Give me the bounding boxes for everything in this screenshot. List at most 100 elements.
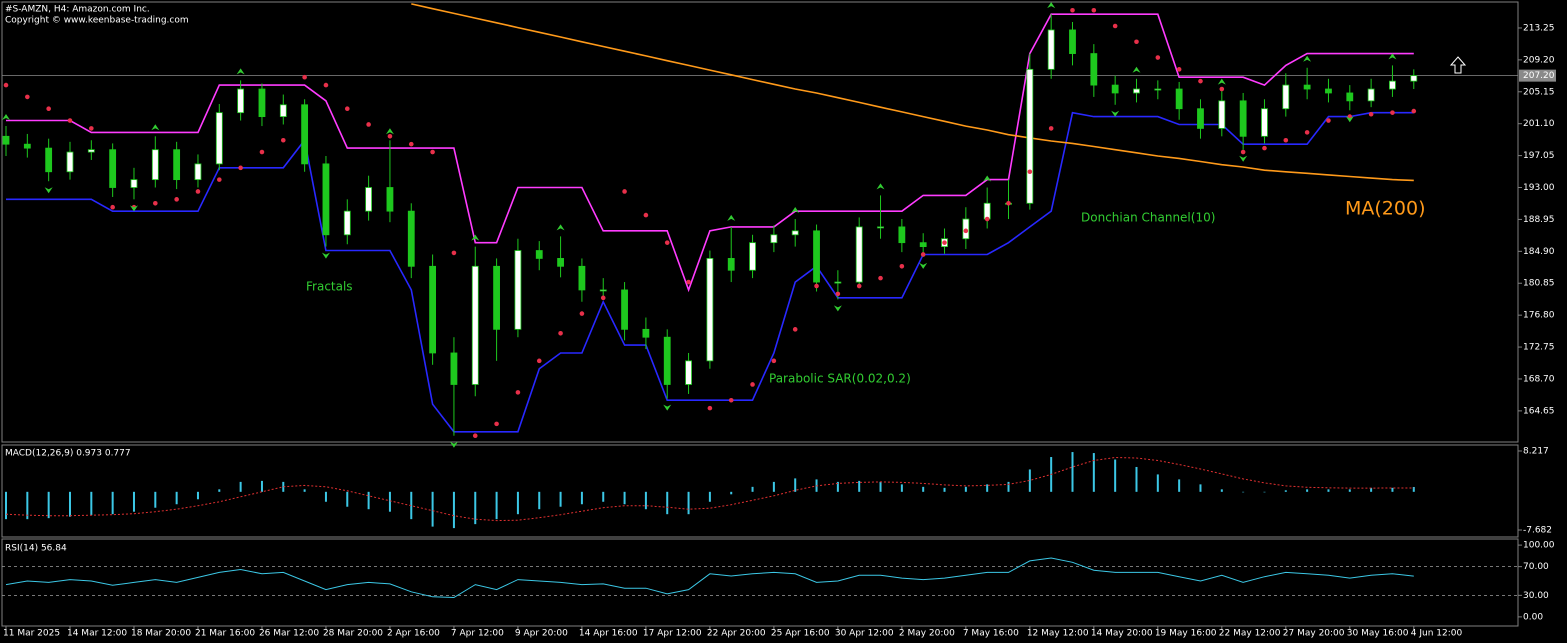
candle-body — [1047, 29, 1055, 70]
x-tick-label: 22 May 12:00 — [1219, 629, 1281, 639]
y-tick-label: 188.95 — [1523, 215, 1555, 225]
fractal-down — [44, 187, 53, 194]
macd-bar — [239, 481, 242, 492]
sar-dot — [1198, 78, 1203, 84]
candle-body — [535, 250, 543, 259]
candle-body — [685, 360, 692, 385]
price-panel — [1, 1, 1519, 443]
fractal-down — [449, 441, 458, 448]
fractal-up — [1388, 53, 1397, 60]
sar-dot — [771, 358, 777, 364]
x-tick-label: 22 Apr 20:00 — [707, 629, 766, 639]
x-tick-label: 21 Mar 16:00 — [195, 629, 255, 639]
y-tick-label: 164.65 — [1523, 406, 1555, 416]
y-tick-label: 213.25 — [1523, 23, 1555, 33]
x-tick-label: 4 Jun 12:00 — [1411, 629, 1463, 639]
candle-body — [1346, 92, 1354, 102]
y-tick-label: 30.00 — [1523, 591, 1549, 601]
macd-bar — [367, 491, 370, 510]
x-tick-label: 7 May 16:00 — [963, 629, 1019, 639]
x-tick-label: 11 Mar 2025 — [3, 629, 60, 639]
x-tick-label: 2 May 20:00 — [899, 629, 955, 639]
fractal-up — [236, 68, 245, 75]
y-tick-label: 201.10 — [1523, 119, 1555, 129]
candle-body — [1154, 88, 1162, 91]
fractal-down — [1239, 155, 1248, 162]
candle-body — [2, 135, 10, 145]
sar-dot — [942, 240, 947, 245]
candle-body — [429, 265, 437, 354]
fractal-down — [1345, 116, 1354, 123]
fractal-up — [1217, 78, 1226, 85]
candle-body — [749, 242, 756, 271]
candle-body — [791, 230, 799, 236]
sar-dot — [1091, 7, 1097, 13]
candle-body — [1325, 88, 1332, 94]
sar-dot — [1070, 7, 1075, 13]
sar-dot — [451, 250, 457, 256]
sar-dot — [728, 397, 734, 403]
macd-bar — [5, 491, 7, 520]
y-tick-label: 100.00 — [1523, 541, 1555, 551]
sar-dot — [174, 197, 179, 202]
x-tick-label: 30 May 16:00 — [1347, 629, 1409, 639]
candle-body — [1239, 100, 1247, 137]
macd-bar — [943, 487, 946, 492]
macd-bar — [346, 491, 349, 507]
macd-bar — [964, 486, 967, 492]
candle-body — [237, 88, 245, 114]
candle-body — [898, 226, 906, 244]
sar-dot — [408, 141, 414, 147]
candle-body — [621, 289, 628, 330]
candle-body — [1090, 53, 1098, 86]
sar-dot — [1283, 137, 1289, 143]
x-tick-label: 12 May 12:00 — [1027, 629, 1089, 639]
sar-dot — [1219, 86, 1225, 92]
macd-bar — [388, 491, 391, 512]
sar-dot — [878, 275, 883, 281]
macd-bar — [47, 491, 50, 519]
candle-body — [919, 242, 927, 248]
candle-body — [386, 187, 394, 212]
current-price-label: 207.20 — [1523, 71, 1555, 81]
macd-bar — [495, 491, 498, 520]
macd-bar — [538, 491, 541, 510]
macd-bar — [986, 484, 989, 492]
fractal-up — [876, 183, 885, 190]
macd-bar — [794, 478, 797, 492]
sar-dot — [430, 149, 435, 155]
y-tick-label: 209.20 — [1523, 55, 1555, 65]
chart-subtitle: Copyright © www.keenbase-trading.com — [5, 16, 189, 26]
sar-dot — [1006, 200, 1011, 206]
x-tick-label: 27 May 20:00 — [1283, 629, 1345, 639]
sar-dot — [814, 283, 819, 289]
sar-dot — [1411, 108, 1417, 114]
candle-body — [87, 149, 95, 153]
candle-body — [151, 149, 159, 181]
sar-dot — [494, 421, 499, 427]
macd-bar — [559, 491, 562, 507]
sar-dot — [217, 177, 222, 182]
macd-bar — [1327, 489, 1330, 492]
sar-dot — [472, 433, 478, 438]
fractal-up — [471, 234, 480, 241]
candle-body — [194, 163, 202, 181]
candle-body — [322, 163, 330, 236]
x-tick-label: 17 Apr 12:00 — [643, 629, 702, 639]
candle-body — [23, 143, 31, 149]
sar-dot — [1304, 130, 1310, 135]
macd-bar — [282, 481, 285, 492]
sar-dot — [366, 122, 371, 127]
x-tick-label: 14 May 20:00 — [1091, 629, 1153, 639]
fractal-up — [1303, 55, 1312, 62]
macd-bar — [1135, 466, 1138, 492]
macd-bar — [879, 481, 882, 492]
candle-body — [1389, 80, 1396, 90]
x-tick-label: 28 Mar 20:00 — [323, 629, 383, 639]
candle-body — [450, 352, 458, 385]
sar-dot — [1262, 145, 1267, 151]
macd-bar — [1028, 469, 1031, 492]
sar-dot — [515, 390, 521, 395]
macd-bar — [1263, 491, 1266, 493]
